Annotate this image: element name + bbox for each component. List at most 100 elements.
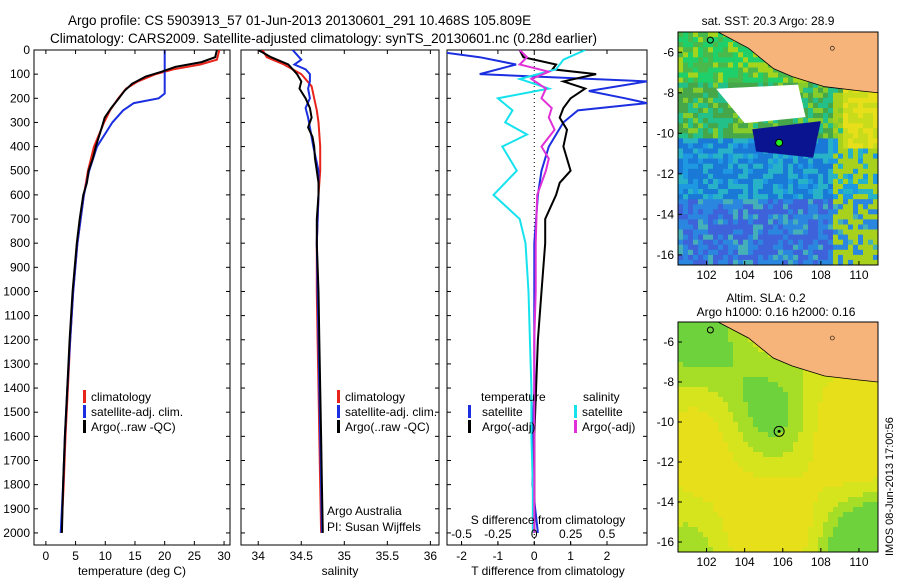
x-tick-label: 30 [217, 549, 231, 563]
map-cell [718, 322, 724, 328]
map-cell [683, 204, 689, 210]
map-cell [848, 168, 854, 175]
map-cell [828, 173, 834, 180]
map-cell [683, 254, 689, 261]
map-cell [758, 249, 764, 256]
map-cell [828, 148, 834, 155]
map-cell [813, 189, 819, 195]
map-cell [793, 397, 799, 403]
map-cell [723, 407, 729, 413]
map-cell [713, 427, 719, 433]
map-cell [863, 143, 869, 150]
map-cell [728, 194, 734, 200]
map-cell [858, 457, 864, 463]
x-tick-label: 35.5 [376, 549, 400, 563]
map-cell [758, 422, 764, 428]
map-cell [863, 239, 869, 246]
map-cell [713, 102, 719, 109]
map-cell [778, 367, 784, 373]
map-cell [683, 108, 689, 114]
map-cell [793, 512, 799, 518]
map-cell [803, 527, 809, 533]
map-cell [683, 249, 689, 256]
map-cell [773, 259, 779, 265]
map-cell [803, 482, 809, 488]
map-cell [748, 72, 754, 79]
map-cell [853, 224, 859, 231]
y-tick-label: 600 [10, 188, 30, 202]
map-cell [808, 259, 814, 265]
map-cell [793, 259, 799, 265]
map-cell [798, 259, 804, 265]
map-cell [783, 437, 789, 443]
map-cell [858, 477, 864, 483]
map-cell [753, 199, 759, 205]
map-cell [853, 442, 859, 448]
map-cell [838, 219, 844, 226]
map-cell [758, 62, 764, 69]
map-cell [833, 457, 839, 463]
map-cell [758, 82, 764, 89]
map-cell [778, 432, 784, 438]
map-cell [723, 47, 729, 53]
map-cell [723, 219, 729, 226]
map-cell [728, 397, 734, 403]
map-cell [728, 512, 734, 518]
map-cell [708, 332, 714, 338]
map-cell [838, 97, 844, 104]
map-cell [753, 209, 759, 215]
map-cell [843, 477, 849, 483]
map-cell [833, 148, 839, 155]
map-cell [853, 194, 859, 200]
map-cell [788, 472, 794, 478]
map-cell [763, 427, 769, 433]
map-cell [803, 87, 809, 94]
map-cell [788, 502, 794, 508]
map-cell [738, 542, 744, 548]
map-cell [838, 128, 844, 134]
map-cell [808, 178, 814, 185]
map-cell [803, 102, 809, 109]
map-cell [753, 204, 759, 210]
map-cell [743, 229, 749, 236]
map-cell [753, 82, 759, 89]
map-cell [773, 422, 779, 428]
map-cell [778, 362, 784, 368]
map-cell [808, 452, 814, 458]
map-cell [723, 367, 729, 373]
map-cell [718, 507, 724, 513]
map-cell [693, 322, 699, 328]
map-cell [798, 537, 804, 543]
map-cell [868, 113, 874, 119]
map-cell [808, 189, 814, 195]
map-cell [863, 462, 869, 468]
map-cell [813, 204, 819, 210]
map-cell [838, 108, 844, 114]
map-cell [863, 102, 869, 109]
map-cell [788, 467, 794, 473]
map-cell [713, 133, 719, 139]
map-cell [798, 512, 804, 518]
map-cell [873, 173, 878, 180]
map-cell [838, 168, 844, 175]
map-cell [803, 199, 809, 205]
map-cell [863, 442, 869, 448]
map-cell [783, 547, 789, 552]
map-cell [703, 472, 709, 478]
map-cell [763, 82, 769, 89]
map-cell [758, 517, 764, 523]
map-cell [728, 178, 734, 185]
series-line-argo-raw-qc- [257, 50, 324, 533]
map-cell [713, 118, 719, 124]
t-difference-xlabel: T difference from climatology [471, 564, 625, 578]
map-cell [703, 457, 709, 463]
map-cell [823, 168, 829, 175]
map-cell [858, 204, 864, 210]
map-cell [758, 259, 764, 265]
map-cell [803, 372, 809, 378]
map-cell [773, 447, 779, 453]
map-cell [708, 387, 714, 393]
map-cell [798, 422, 804, 428]
map-cell [803, 168, 809, 175]
map-cell [848, 527, 854, 533]
